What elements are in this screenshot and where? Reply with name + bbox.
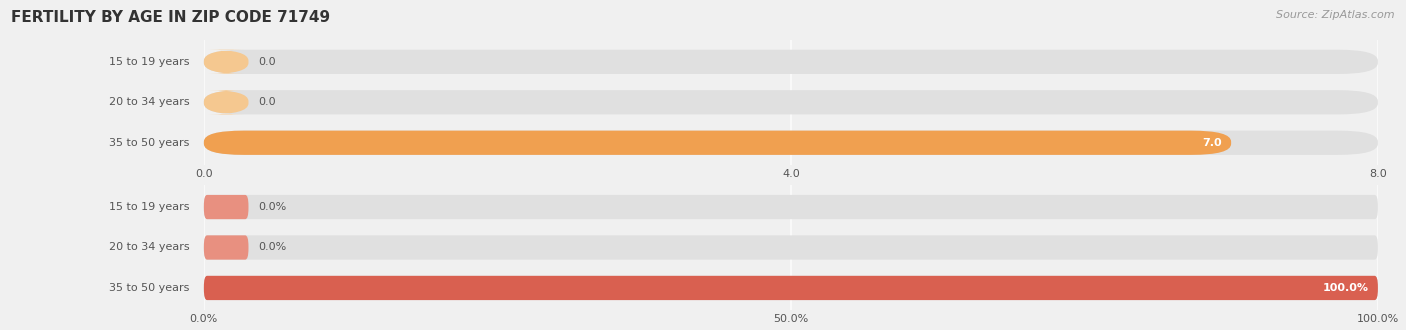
Text: 0.0%: 0.0% xyxy=(257,202,287,212)
Text: 15 to 19 years: 15 to 19 years xyxy=(110,57,190,67)
FancyBboxPatch shape xyxy=(204,276,1378,300)
Text: 0.0: 0.0 xyxy=(257,97,276,107)
FancyBboxPatch shape xyxy=(204,90,249,115)
Text: 15 to 19 years: 15 to 19 years xyxy=(110,202,190,212)
FancyBboxPatch shape xyxy=(204,131,1232,155)
Text: Source: ZipAtlas.com: Source: ZipAtlas.com xyxy=(1277,10,1395,20)
Text: 20 to 34 years: 20 to 34 years xyxy=(110,97,190,107)
FancyBboxPatch shape xyxy=(204,195,1378,219)
FancyBboxPatch shape xyxy=(204,50,1378,74)
FancyBboxPatch shape xyxy=(204,276,1378,300)
FancyBboxPatch shape xyxy=(204,195,249,219)
Text: 20 to 34 years: 20 to 34 years xyxy=(110,243,190,252)
FancyBboxPatch shape xyxy=(204,131,1378,155)
Text: 7.0: 7.0 xyxy=(1202,138,1222,148)
Text: 100.0%: 100.0% xyxy=(1323,283,1368,293)
FancyBboxPatch shape xyxy=(204,90,1378,115)
Text: 35 to 50 years: 35 to 50 years xyxy=(110,283,190,293)
Text: 0.0: 0.0 xyxy=(257,57,276,67)
FancyBboxPatch shape xyxy=(204,235,1378,260)
Text: 35 to 50 years: 35 to 50 years xyxy=(110,138,190,148)
Text: FERTILITY BY AGE IN ZIP CODE 71749: FERTILITY BY AGE IN ZIP CODE 71749 xyxy=(11,10,330,25)
FancyBboxPatch shape xyxy=(204,235,249,260)
Text: 0.0%: 0.0% xyxy=(257,243,287,252)
FancyBboxPatch shape xyxy=(204,50,249,74)
